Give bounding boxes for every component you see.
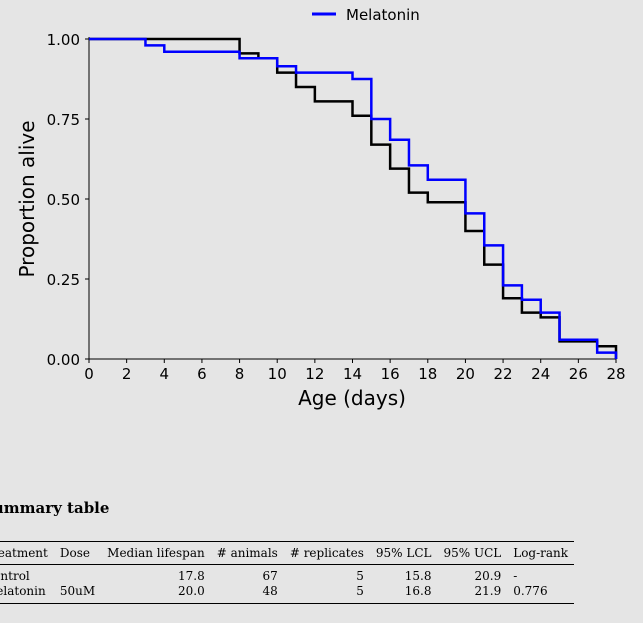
summary-header-row: Treatment Dose Median lifespan # animals # r… bbox=[0, 541, 575, 565]
x-tick-label: 20 bbox=[456, 365, 475, 383]
x-tick-label: 14 bbox=[343, 365, 362, 383]
summary-table-title: Summary table bbox=[0, 499, 110, 517]
summary-cell: 48 bbox=[262, 584, 278, 598]
y-tick-label: 0.75 bbox=[47, 111, 80, 129]
x-tick-label: 0 bbox=[84, 365, 94, 383]
y-axis-label: Proportion alive bbox=[15, 120, 39, 277]
legend: Melatonin bbox=[312, 6, 420, 24]
x-tick-label: 4 bbox=[160, 365, 170, 383]
x-tick-label: 18 bbox=[418, 365, 437, 383]
x-tick-label: 10 bbox=[268, 365, 287, 383]
summary-header-cell: Median lifespan bbox=[107, 546, 205, 560]
x-axis-label: Age (days) bbox=[298, 386, 406, 410]
summary-cell: 21.9 bbox=[474, 584, 502, 598]
x-tick-label: 6 bbox=[197, 365, 207, 383]
x-tick-label: 22 bbox=[494, 365, 513, 383]
summary-cell: - bbox=[513, 569, 518, 583]
x-tick-label: 8 bbox=[235, 365, 245, 383]
series-line-series-0 bbox=[89, 37, 618, 359]
summary-cell: Control bbox=[0, 569, 30, 583]
summary-header-cell: Dose bbox=[59, 546, 90, 560]
x-tick-label: 12 bbox=[305, 365, 324, 383]
summary-cell: Melatonin bbox=[0, 584, 46, 598]
summary-cell: 20.9 bbox=[474, 569, 502, 583]
series-layer bbox=[89, 37, 618, 359]
legend-label-melatonin: Melatonin bbox=[346, 6, 420, 24]
series-line-melatonin bbox=[89, 37, 618, 359]
y-tick-label: 1.00 bbox=[47, 31, 80, 49]
summary-cell: 67 bbox=[262, 569, 278, 583]
summary-header-cell: # replicates bbox=[289, 546, 364, 560]
summary-header-cell: Treatment bbox=[0, 546, 48, 560]
x-tick-label: 24 bbox=[531, 365, 550, 383]
summary-header-cell: 95% LCL bbox=[375, 546, 432, 560]
summary-cell: 50uM bbox=[59, 584, 96, 598]
x-tick-label: 28 bbox=[606, 365, 625, 383]
x-tick-label: 26 bbox=[569, 365, 588, 383]
x-tick-label: 16 bbox=[381, 365, 400, 383]
table-row: Control 17.8 67 5 15.8 20.9- bbox=[0, 565, 574, 585]
summary-cell: 20.0 bbox=[177, 584, 205, 598]
y-tick-label: 0.25 bbox=[47, 271, 80, 289]
y-tick-label: 0.50 bbox=[47, 191, 80, 209]
y-tick-label: 0.00 bbox=[47, 351, 80, 369]
axes: 0 2 4 6 8 10 12 14 16 18 20 22 24 26 280.000.250.500.7… bbox=[47, 31, 626, 383]
summary-cell: 5 bbox=[356, 569, 364, 583]
summary-header-cell: # animals bbox=[216, 546, 278, 560]
summary-cell: 0.776 bbox=[513, 584, 548, 598]
summary-cell: 16.8 bbox=[404, 584, 432, 598]
summary-cell bbox=[54, 565, 101, 585]
survival-chart: Melatonin 0 2 4 6 8 10 12 14 16 18 20 22 24 26 280.000… bbox=[15, 6, 626, 410]
summary-cell: 17.8 bbox=[177, 569, 205, 583]
summary-header-cell: Log-rank bbox=[513, 546, 569, 560]
summary-cell: 5 bbox=[356, 584, 364, 598]
x-tick-label: 2 bbox=[122, 365, 132, 383]
summary-header-cell: 95% UCL bbox=[443, 546, 502, 560]
summary-table: Treatment Dose Median lifespan # animals # r… bbox=[0, 541, 575, 604]
table-row: Melatonin 50uM 20.0 48 5 16.8 21.9 0.776 bbox=[0, 584, 575, 604]
summary-cell: 15.8 bbox=[404, 569, 432, 583]
